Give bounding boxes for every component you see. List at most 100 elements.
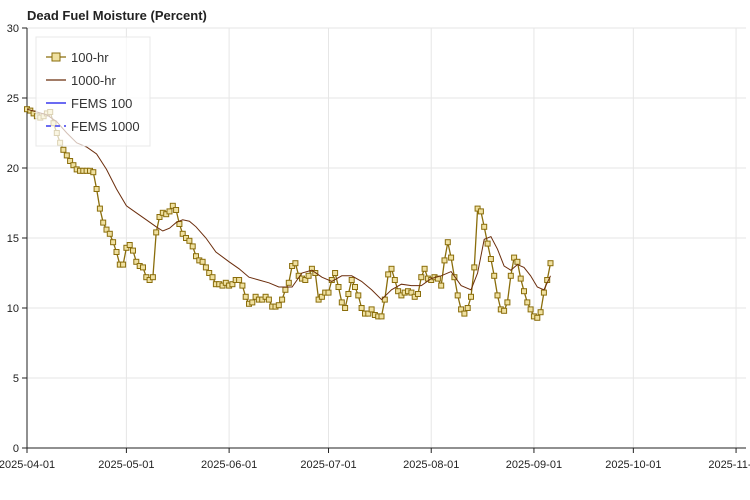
data-point-marker — [451, 274, 458, 281]
data-point-marker — [507, 272, 514, 279]
data-point-marker — [345, 291, 352, 297]
data-point-marker — [481, 223, 488, 230]
series-line-1000-hr — [26, 108, 551, 301]
data-point-marker — [381, 296, 388, 303]
data-point-marker — [415, 291, 421, 297]
data-point-marker — [133, 258, 140, 265]
data-point-marker — [153, 229, 160, 236]
data-point-marker — [149, 274, 156, 281]
data-point-marker — [448, 254, 455, 261]
data-point-marker — [504, 299, 511, 306]
data-point-marker — [285, 279, 292, 286]
data-point-marker — [120, 261, 127, 268]
data-point-marker — [206, 270, 213, 276]
data-point-marker — [395, 288, 402, 295]
data-point-marker — [189, 243, 196, 250]
y-tick-label: 25 — [7, 93, 19, 105]
data-point-marker — [438, 282, 445, 289]
data-point-marker — [434, 275, 441, 282]
data-point-marker — [454, 292, 461, 299]
data-point-marker — [202, 264, 209, 271]
data-point-marker — [156, 214, 163, 220]
x-tick-label: 2025-08-01 — [403, 459, 459, 471]
data-point-marker — [352, 284, 358, 290]
data-point-marker — [524, 299, 531, 306]
data-point-marker — [318, 293, 325, 300]
x-tick-label: 2025-04-01 — [0, 459, 55, 471]
y-tick-label: 20 — [7, 163, 19, 175]
data-point-marker — [365, 310, 372, 317]
data-point-marker — [239, 282, 246, 289]
data-point-marker — [332, 270, 339, 276]
data-point-marker — [521, 288, 527, 295]
x-tick-label: 2025-09-01 — [506, 459, 562, 471]
y-tick-label: 0 — [13, 443, 19, 455]
data-point-marker — [173, 207, 180, 213]
data-point-marker — [186, 237, 193, 244]
data-point-marker — [60, 146, 67, 153]
legend-label: FEMS 100 — [71, 96, 132, 111]
legend-label: 100-hr — [71, 50, 109, 65]
data-point-marker — [126, 242, 133, 248]
data-point-marker — [355, 292, 362, 299]
data-point-marker — [514, 258, 521, 265]
chart-title: Dead Fuel Moisture (Percent) — [27, 8, 207, 23]
data-point-marker — [335, 284, 342, 290]
legend-label: FEMS 1000 — [71, 119, 140, 134]
data-point-marker — [338, 299, 345, 306]
data-point-marker — [325, 289, 332, 296]
data-point-marker — [70, 162, 77, 169]
data-point-marker — [391, 277, 398, 283]
data-point-marker — [63, 152, 70, 159]
data-point-marker — [229, 281, 236, 288]
y-tick-label: 30 — [7, 23, 19, 35]
data-point-marker — [275, 302, 282, 309]
data-point-marker — [130, 247, 136, 254]
data-point-marker — [517, 275, 524, 282]
y-tick-label: 15 — [7, 233, 19, 245]
data-point-marker — [265, 296, 272, 303]
data-point-marker — [385, 271, 392, 278]
x-tick-label: 2025-11-01 — [708, 459, 750, 471]
data-point-marker — [494, 292, 501, 299]
x-tick-label: 2025-10-01 — [605, 459, 661, 471]
data-point-marker — [484, 240, 491, 247]
data-point-marker — [471, 264, 478, 271]
data-point-marker — [96, 205, 103, 212]
data-point-marker — [242, 293, 249, 300]
y-tick-label: 5 — [13, 373, 19, 385]
data-point-marker — [103, 226, 110, 233]
data-point-marker — [302, 277, 309, 283]
data-point-marker — [408, 289, 415, 296]
data-point-marker — [368, 306, 375, 313]
data-point-marker — [464, 305, 471, 311]
data-point-marker — [388, 265, 395, 272]
data-point-marker — [547, 260, 554, 267]
data-point-marker — [342, 305, 349, 311]
data-point-marker — [461, 310, 468, 317]
data-point-marker — [444, 239, 451, 246]
data-point-marker — [418, 274, 425, 281]
data-point-marker — [90, 169, 97, 176]
data-point-marker — [308, 265, 315, 272]
legend-marker — [51, 52, 61, 62]
data-point-marker — [491, 272, 498, 279]
data-point-marker — [110, 239, 117, 246]
data-point-marker — [305, 272, 312, 279]
data-point-marker — [140, 264, 146, 271]
data-point-marker — [537, 309, 544, 316]
data-point-marker — [348, 277, 355, 283]
data-point-marker — [113, 249, 120, 255]
data-point-marker — [477, 208, 484, 215]
data-point-marker — [282, 286, 289, 293]
y-tick-label: 10 — [7, 303, 19, 315]
data-point-marker — [279, 296, 286, 303]
data-point-marker — [378, 313, 385, 320]
data-point-marker — [209, 274, 216, 281]
data-point-marker — [468, 293, 474, 300]
data-point-marker — [540, 289, 547, 296]
data-point-marker — [179, 230, 186, 237]
data-point-marker — [67, 158, 74, 164]
